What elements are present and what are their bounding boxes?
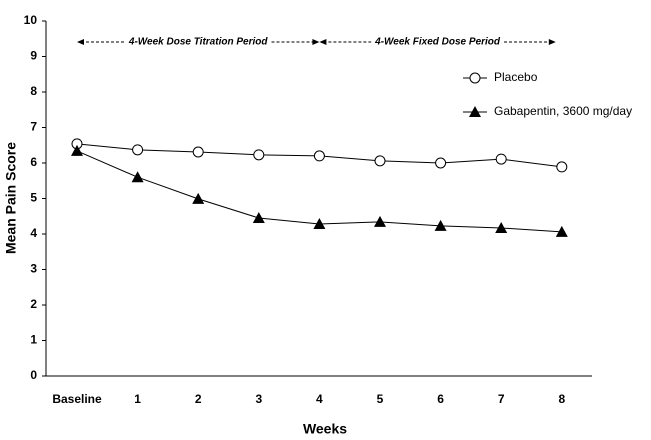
point (252, 212, 265, 224)
y-tick-label: 2 (30, 297, 37, 311)
arrow-head (312, 39, 320, 45)
y-axis-title: Mean Pain Score (3, 142, 19, 254)
y-tick-label: 1 (30, 333, 37, 347)
point (313, 150, 325, 162)
arrow-head (319, 39, 327, 45)
x-tick-label: 7 (498, 392, 505, 406)
annotation: 4-Week Dose Titration Period (128, 37, 268, 48)
legend-marker (469, 106, 481, 117)
y-tick-label: 6 (30, 155, 37, 169)
point (555, 225, 568, 237)
point (253, 149, 265, 161)
point (435, 157, 447, 169)
x-tick-label: 2 (195, 392, 202, 406)
y-tick-label: 4 (30, 226, 37, 240)
point (192, 146, 204, 158)
x-tick-label: Baseline (52, 392, 102, 406)
y-tick-label: 8 (30, 84, 37, 98)
point (374, 155, 386, 167)
x-tick-label: 6 (437, 392, 444, 406)
x-axis-title: Weeks (303, 421, 347, 437)
point (192, 192, 205, 204)
arrow-head (548, 39, 556, 45)
x-tick-label: 1 (134, 392, 141, 406)
point (71, 144, 83, 156)
y-tick-label: 9 (30, 49, 37, 63)
x-tick-label: 3 (255, 392, 262, 406)
point (132, 144, 144, 156)
point (495, 153, 507, 165)
point (556, 161, 568, 173)
legend-marker (469, 72, 481, 84)
point (313, 218, 326, 230)
y-tick-label: 7 (30, 120, 37, 134)
point (434, 219, 447, 231)
y-tick-label: 0 (30, 368, 37, 382)
point (374, 215, 386, 227)
x-tick-label: 5 (377, 392, 384, 406)
point (131, 171, 144, 183)
point (495, 221, 508, 233)
y-tick-label: 10 (24, 13, 38, 27)
arrow-head (77, 39, 84, 45)
annotation: 4-Week Fixed Dose Period (374, 37, 501, 48)
y-tick-label: 5 (30, 191, 37, 205)
legend-label: Placebo (494, 70, 538, 84)
x-tick-label: 4 (316, 392, 323, 406)
x-tick-label: 8 (558, 392, 565, 406)
y-tick-label: 3 (30, 262, 37, 276)
legend-label: Gabapentin, 3600 mg/day (494, 104, 632, 118)
